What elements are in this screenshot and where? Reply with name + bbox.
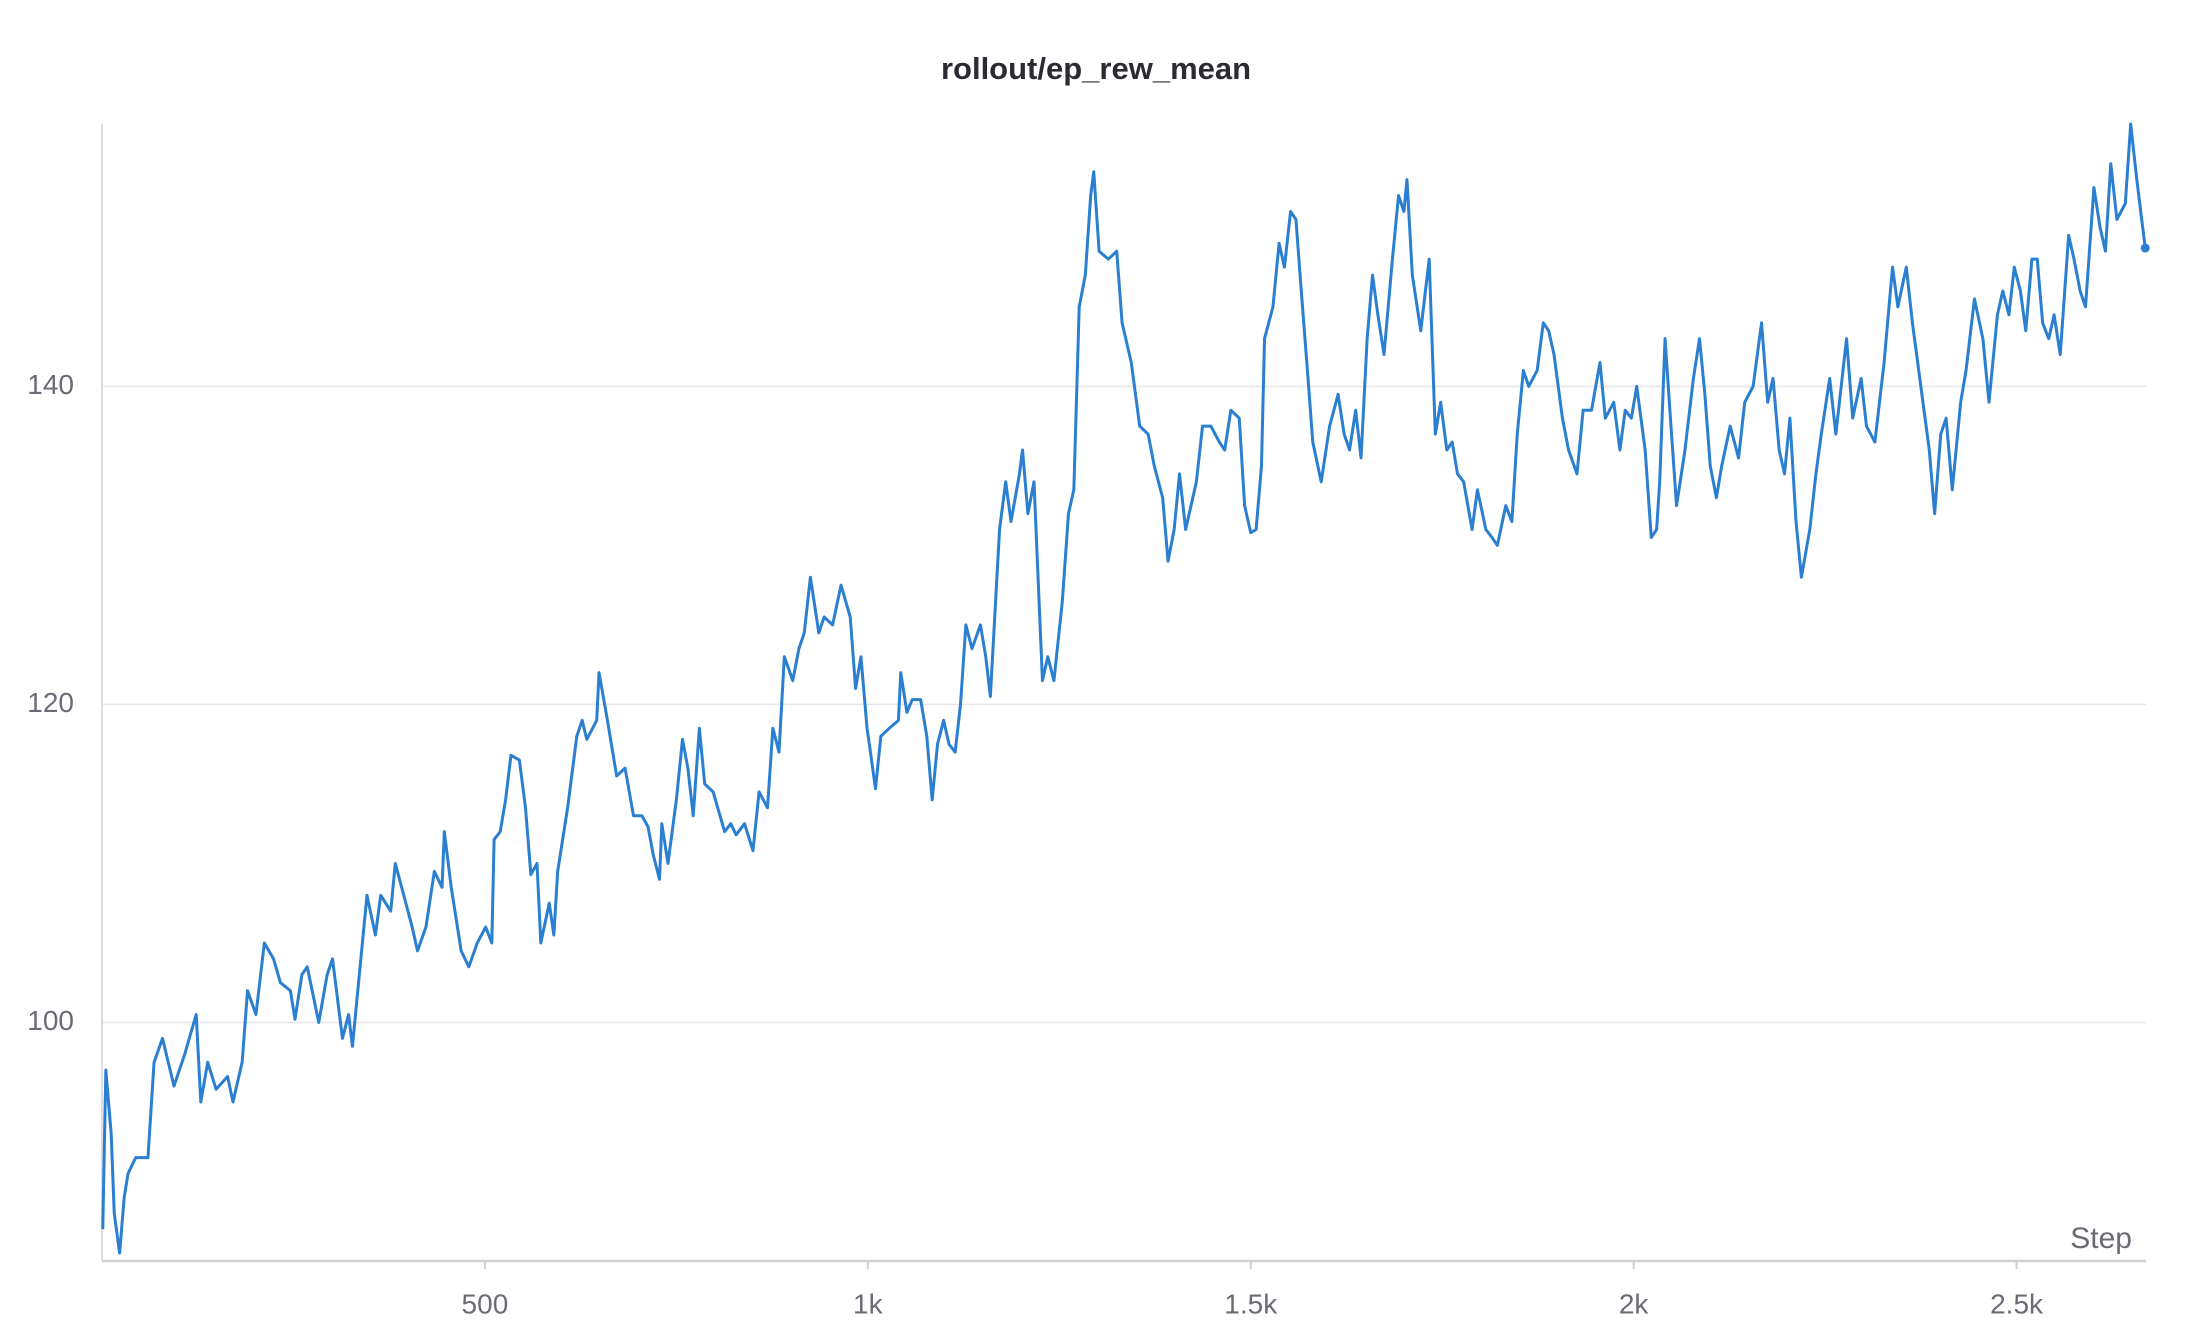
x-tick-label: 2k [1619, 1288, 1650, 1319]
chart-title: rollout/ep_rew_mean [941, 51, 1251, 86]
y-tick-label: 140 [27, 369, 74, 400]
x-tick-label: 1k [853, 1288, 884, 1319]
line-series [101, 122, 2147, 1255]
end-marker [2140, 243, 2150, 253]
x-tick-label: 1.5k [1224, 1288, 1278, 1319]
x-tick-label: 500 [462, 1288, 509, 1319]
y-tick-label: 120 [27, 687, 74, 718]
x-tick-label: 2.5k [1990, 1288, 2044, 1319]
y-tick-label: 100 [27, 1005, 74, 1036]
x-axis-label: Step [2070, 1222, 2132, 1255]
